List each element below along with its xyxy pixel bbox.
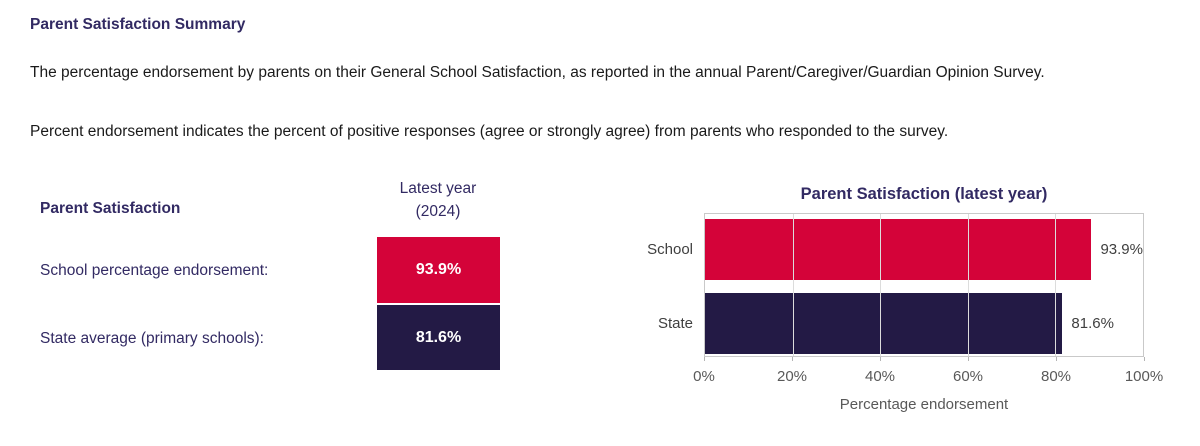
gridline — [880, 214, 882, 356]
page-title: Parent Satisfaction Summary — [30, 16, 246, 33]
axis-tick — [1056, 357, 1057, 361]
x-tick-label: 100% — [1124, 368, 1164, 385]
axis-tick — [704, 357, 705, 361]
summary-column-header-line1: Latest year — [399, 180, 477, 197]
summary-table-title: Parent Satisfaction — [40, 200, 181, 217]
chart-bar — [705, 293, 1063, 354]
x-tick-label: 60% — [952, 368, 984, 385]
axis-tick — [968, 357, 969, 361]
gridline — [967, 214, 969, 356]
summary-row-label: School percentage endorsement: — [40, 262, 269, 279]
value-label: 81.6% — [1071, 315, 1114, 332]
summary-value: 93.9% — [415, 261, 462, 278]
x-tick-label: 0% — [693, 368, 715, 385]
summary-value-box: 93.9% — [377, 237, 500, 303]
summary-column-header-line2: (2024) — [415, 203, 461, 220]
summary-column-header: Latest year (2024) — [358, 177, 518, 223]
x-tick-label: 40% — [864, 368, 896, 385]
chart-title: Parent Satisfaction (latest year) — [800, 185, 1048, 203]
chart-plot-area: School 93.9% State 81.6% — [647, 213, 1144, 357]
summary-row-label: State average (primary schools): — [40, 330, 264, 347]
x-axis-label: Percentage endorsement — [839, 396, 1009, 413]
axis-tick — [880, 357, 881, 361]
x-tick-label: 80% — [1040, 368, 1072, 385]
gridline — [792, 214, 794, 356]
chart-bar-row: School 93.9% — [647, 219, 1143, 280]
chart-bar — [705, 219, 1092, 280]
axis-tick — [792, 357, 793, 361]
summary-value: 81.6% — [415, 328, 462, 346]
category-label: State — [657, 315, 693, 332]
value-label: 93.9% — [1100, 241, 1143, 258]
gridline — [1055, 214, 1057, 356]
intro-paragraph: The percentage endorsement by parents on… — [30, 64, 1045, 81]
x-axis: 0% 20% 40% 60% 80% 100% — [693, 357, 1163, 387]
summary-value-box: 81.6% — [377, 305, 500, 370]
axis-tick — [1144, 357, 1145, 361]
definition-paragraph: Percent endorsement indicates the percen… — [30, 123, 949, 140]
chart-bar-row: State 81.6% — [658, 293, 1143, 354]
category-label: School — [647, 241, 693, 258]
x-tick-label: 20% — [776, 368, 808, 385]
